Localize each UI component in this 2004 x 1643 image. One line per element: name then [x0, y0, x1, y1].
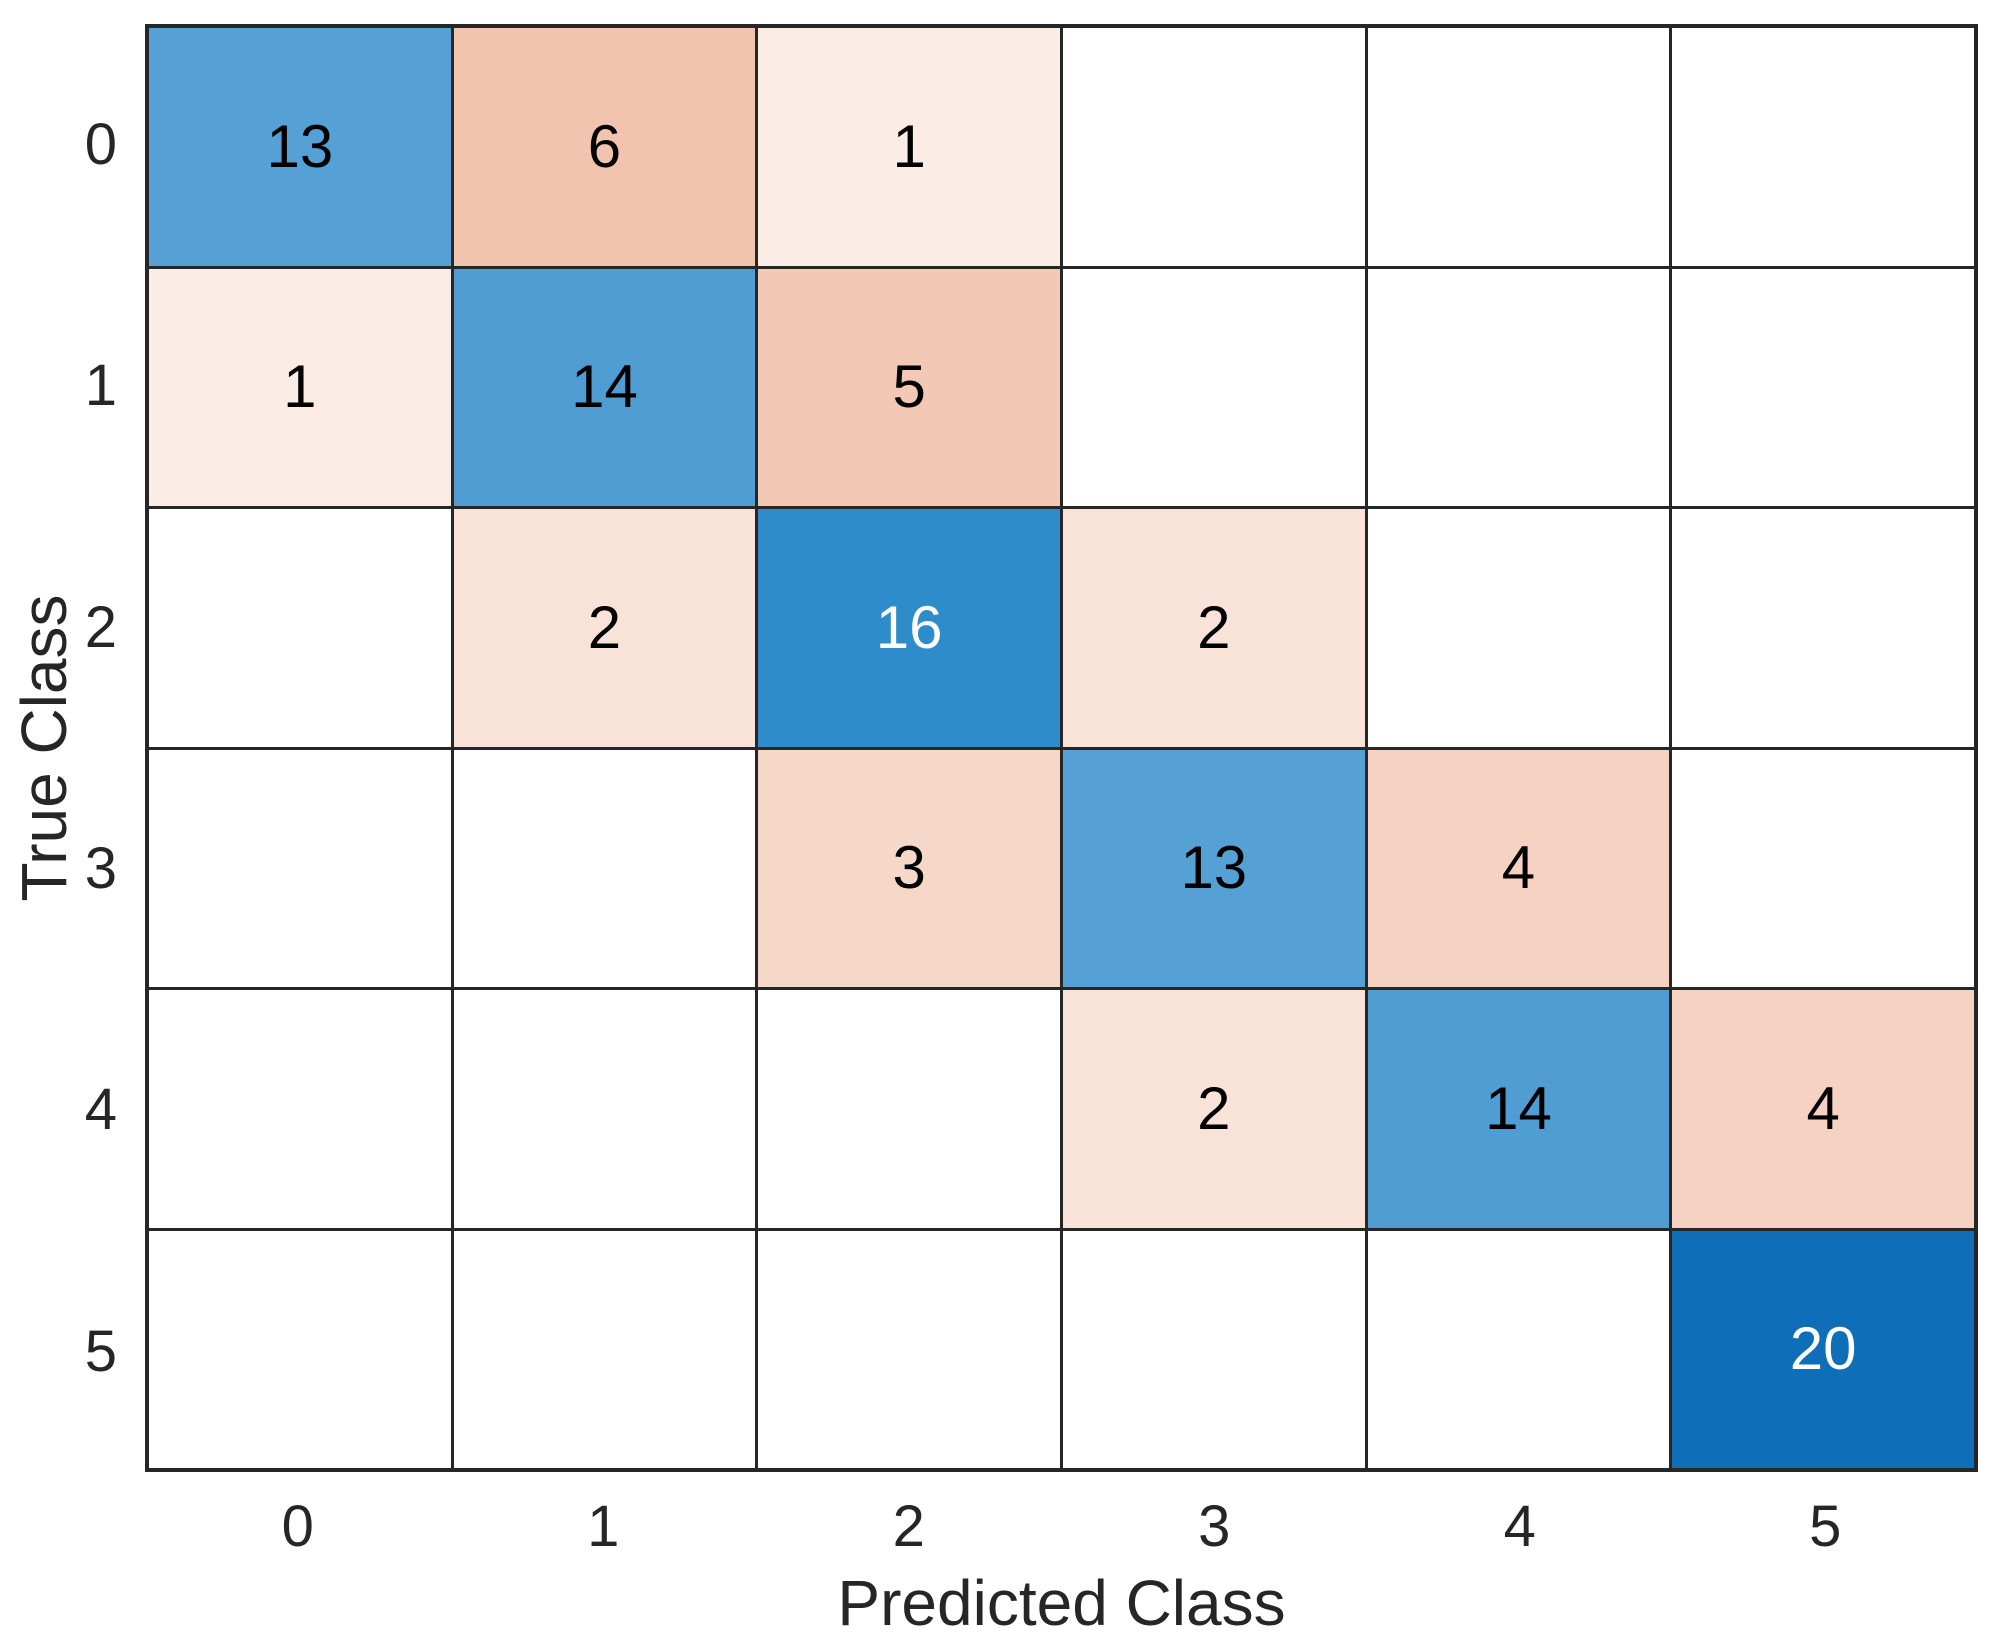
x-axis-label: Predicted Class	[837, 1567, 1286, 1639]
matrix-cell: 14	[1367, 990, 1670, 1228]
matrix-cell: 6	[453, 28, 756, 266]
matrix-cell: 2	[453, 509, 756, 747]
x-tick-label: 4	[1503, 1493, 1536, 1559]
matrix-cell	[1062, 28, 1365, 266]
matrix-cell	[1062, 1230, 1365, 1468]
matrix-cell	[453, 1230, 756, 1468]
matrix-cell	[1367, 28, 1670, 266]
matrix-cell	[758, 990, 1060, 1228]
y-tick-label: 0	[84, 112, 117, 178]
matrix-cell	[149, 749, 451, 987]
matrix-cell	[1062, 268, 1365, 506]
matrix-cell	[1367, 509, 1670, 747]
y-tick-label: 4	[84, 1077, 117, 1143]
matrix-cell	[1672, 268, 1974, 506]
x-tick-label: 1	[587, 1493, 620, 1559]
y-tick-label: 1	[84, 353, 117, 419]
matrix-cell	[1672, 28, 1974, 266]
matrix-cell: 14	[453, 268, 756, 506]
x-tick-label: 2	[892, 1493, 925, 1559]
y-tick-label: 2	[84, 594, 117, 660]
matrix-cell	[1672, 509, 1974, 747]
matrix-cell	[758, 1230, 1060, 1468]
y-tick-label: 3	[84, 836, 117, 902]
matrix-cell: 4	[1367, 749, 1670, 987]
matrix-cell	[453, 990, 756, 1228]
x-tick-label: 3	[1198, 1493, 1231, 1559]
matrix-cell	[149, 990, 451, 1228]
confusion-matrix-grid: 13 6 1 1 14 5 2 16 2 3 13 4 2 14 4 20	[145, 24, 1978, 1472]
x-axis-tick-labels: 0 1 2 3 4 5	[145, 1484, 1978, 1568]
matrix-cell: 1	[758, 28, 1060, 266]
y-axis-label: True Class	[8, 594, 80, 902]
y-tick-label: 5	[84, 1318, 117, 1384]
matrix-cell	[1367, 268, 1670, 506]
matrix-cell: 2	[1062, 990, 1365, 1228]
matrix-cell	[1672, 749, 1974, 987]
x-tick-label: 0	[281, 1493, 314, 1559]
matrix-cell: 20	[1672, 1230, 1974, 1468]
matrix-cell	[149, 1230, 451, 1468]
matrix-cell: 5	[758, 268, 1060, 506]
y-axis-tick-labels: 0 1 2 3 4 5	[0, 24, 117, 1472]
matrix-cell	[1367, 1230, 1670, 1468]
matrix-cell: 4	[1672, 990, 1974, 1228]
matrix-cell: 2	[1062, 509, 1365, 747]
x-tick-label: 5	[1809, 1493, 1842, 1559]
matrix-cell	[149, 509, 451, 747]
matrix-cell: 16	[758, 509, 1060, 747]
matrix-cell: 1	[149, 268, 451, 506]
matrix-cell	[453, 749, 756, 987]
matrix-cell: 13	[1062, 749, 1365, 987]
matrix-cell: 3	[758, 749, 1060, 987]
matrix-cell: 13	[149, 28, 451, 266]
